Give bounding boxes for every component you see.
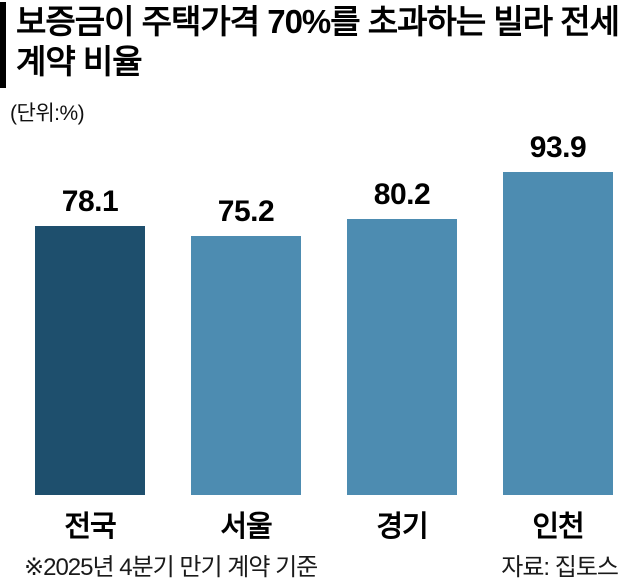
category-label: 인천 <box>532 510 584 543</box>
category-label: 경기 <box>376 510 428 543</box>
bar-value-label: 75.2 <box>217 194 275 228</box>
category-label: 서울 <box>220 510 272 543</box>
unit-label: (단위:%) <box>10 101 85 125</box>
bar-value-label: 80.2 <box>373 177 431 211</box>
bar <box>35 225 145 495</box>
bar-column: 93.9 인천 <box>494 130 622 543</box>
bar <box>191 235 301 495</box>
chart-title: 보증금이 주택가격 70%를 초과하는 빌라 전세계약 비율 <box>16 3 620 81</box>
chart-footer: ※2025년 4분기 만기 계약 기준 자료: 집토스 <box>0 547 640 582</box>
bar <box>503 171 613 495</box>
source-credit: 자료: 집토스 <box>501 553 619 581</box>
bar-chart: 78.1 전국 75.2 서울 80.2 경기 93.9 인천 <box>0 129 640 543</box>
bar-value-label: 78.1 <box>61 184 119 218</box>
footnote: ※2025년 4분기 만기 계약 기준 <box>24 553 318 581</box>
bar <box>347 218 457 495</box>
bar-column: 80.2 경기 <box>338 177 466 543</box>
title-accent-bar <box>0 2 6 88</box>
bar-column: 78.1 전국 <box>26 184 154 543</box>
bar-value-label: 93.9 <box>529 130 587 164</box>
bar-column: 75.2 서울 <box>182 194 310 543</box>
category-label: 전국 <box>64 510 116 543</box>
